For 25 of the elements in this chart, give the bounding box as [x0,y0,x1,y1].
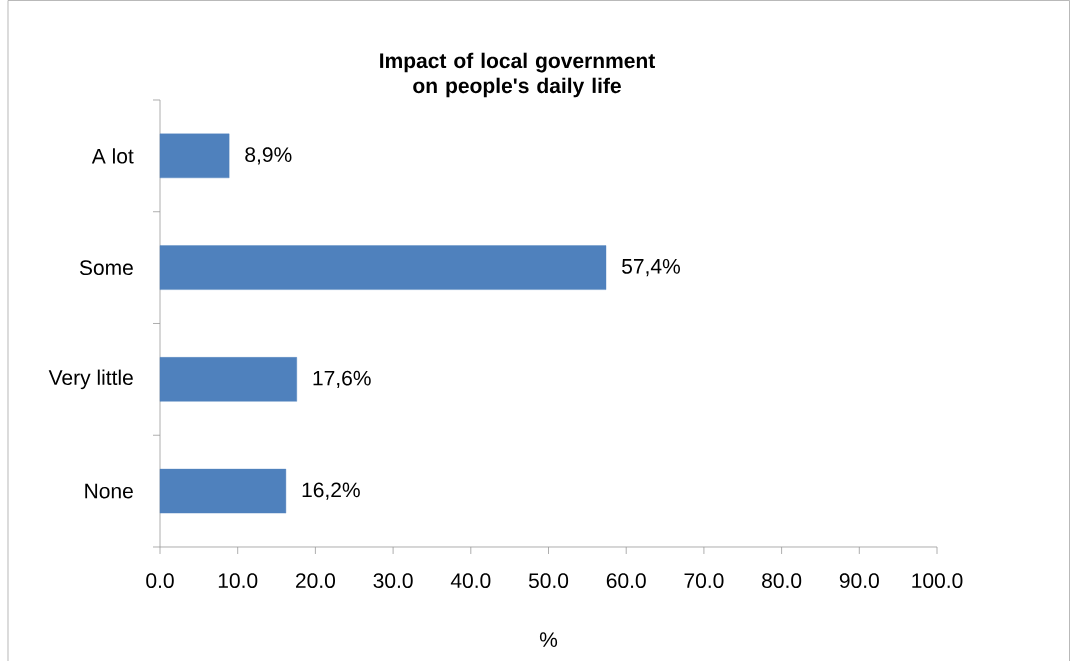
x-tick-label: 20.0 [296,573,336,589]
x-tick-label: 30.0 [373,573,413,589]
x-tick-label: 40.0 [450,573,491,589]
bar [159,133,230,179]
bar [159,357,297,402]
x-tick-label: 0.0 [146,573,174,589]
x-tick-label: 70.0 [684,573,724,589]
y-tick-label: A lot [91,148,134,164]
y-tick-label: Very little [48,369,133,390]
data-label: 16,2% [302,482,360,500]
data-label: 57,4% [622,258,680,277]
x-tick-label: 80.0 [762,573,802,589]
bar [159,468,287,514]
y-tick-label: Some [79,260,133,276]
bar [159,245,607,290]
y-tick-label: None [85,483,133,499]
x-tick-label: 10.0 [218,573,258,589]
x-tick-label: 60.0 [606,573,646,589]
chart-title: Impact of local government on people's daily life [380,52,656,98]
data-label: 17,6% [313,370,371,389]
data-label: 8,9% [245,147,292,165]
x-axis-title: % [539,632,558,647]
x-tick-label: 100.0 [912,573,963,589]
x-tick-label: 50.0 [528,573,569,589]
x-tick-label: 90.0 [839,573,879,589]
